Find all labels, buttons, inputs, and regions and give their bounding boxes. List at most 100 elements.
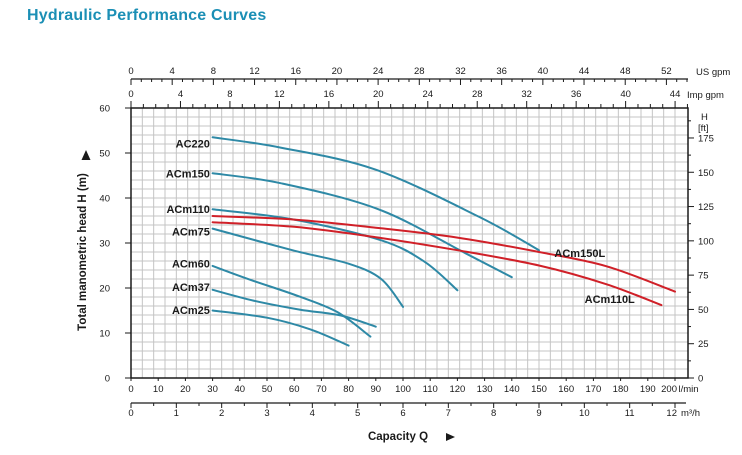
tick-label: 0 (128, 408, 133, 419)
tick-label: 3 (264, 408, 269, 419)
curve-label-ACm110L: ACm110L (585, 294, 635, 306)
curve-ACm75 (211, 227, 404, 308)
tick-label: 12 (249, 66, 260, 77)
tick-label: 40 (620, 89, 631, 100)
tick-label: 52 (661, 66, 672, 77)
tick-label: 40 (235, 384, 246, 395)
tick-label: 20 (332, 66, 343, 77)
tick-label: 50 (698, 305, 709, 316)
tick-label: 44 (579, 66, 590, 77)
tick-label: 4 (170, 66, 175, 77)
tick-label: 24 (373, 66, 384, 77)
tick-label: 160 (558, 384, 574, 395)
tick-label: 125 (698, 202, 714, 213)
tick-label: 100 (395, 384, 411, 395)
curve-ACm150 (211, 172, 513, 279)
tick-label: 0 (105, 374, 110, 385)
curve-label-ACm60: ACm60 (172, 258, 210, 270)
tick-label: 36 (571, 89, 582, 100)
axis-unit-us-gpm: US gpm (696, 67, 730, 78)
tick-label: 50 (262, 384, 273, 395)
tick-label: 8 (211, 66, 216, 77)
tick-label: 130 (477, 384, 493, 395)
y-axis-title: Total manometric head H (m) (77, 173, 89, 331)
curve-AC220 (211, 136, 540, 252)
tick-label: 60 (99, 104, 110, 115)
tick-label: 8 (227, 89, 232, 100)
tick-label: 0 (128, 66, 133, 77)
tick-label: 11 (625, 408, 635, 419)
tick-label: 12 (666, 408, 677, 419)
tick-label: 30 (99, 239, 110, 250)
tick-label: 32 (521, 89, 532, 100)
tick-label: 16 (290, 66, 301, 77)
axis-unit-lmin: l/min (679, 384, 699, 395)
axis-us-gpm: 0 4 8 12 16 20 24 28 32 36 40 44 48 52 US gpm (128, 66, 730, 85)
tick-label: 44 (670, 89, 681, 100)
tick-label: 0 (128, 384, 133, 395)
tick-label: 40 (538, 66, 549, 77)
tick-label: 28 (472, 89, 483, 100)
tick-label: 30 (207, 384, 218, 395)
tick-label: 150 (698, 168, 714, 179)
tick-label: 60 (289, 384, 300, 395)
tick-label: 25 (698, 339, 709, 350)
tick-label: 200 (661, 384, 677, 395)
curve-label-ACm150: ACm150 (166, 169, 210, 181)
tick-label: 10 (153, 384, 164, 395)
tick-label: 100 (698, 236, 714, 247)
tick-label: 16 (324, 89, 335, 100)
y-axis-up-arrow-icon (81, 150, 91, 160)
curve-label-ACm25: ACm25 (172, 305, 210, 317)
tick-label: 175 (698, 133, 714, 144)
axis-unit-imp-gpm: Imp gpm (687, 90, 724, 101)
axis-m3h: 0 1 2 3 4 5 6 7 8 9 10 11 12 m³/h (128, 402, 700, 419)
tick-label: 10 (99, 329, 110, 340)
tick-label: 20 (373, 89, 384, 100)
curve-ACm110 (211, 208, 459, 292)
tick-label: 20 (180, 384, 191, 395)
grid (131, 108, 688, 378)
tick-label: 0 (698, 374, 703, 385)
tick-label: 28 (414, 66, 425, 77)
tick-label: 24 (422, 89, 433, 100)
tick-label: 20 (99, 284, 110, 295)
tick-label: 190 (640, 384, 656, 395)
axis-head-m: 0 10 20 30 40 50 60 Total manometric head H (m) (77, 104, 131, 385)
x-axis-right-arrow-icon (446, 433, 455, 441)
tick-label: 40 (99, 194, 110, 205)
tick-label: 180 (613, 384, 629, 395)
tick-label: 75 (698, 271, 709, 282)
x-axis-title: Capacity Q (368, 431, 428, 443)
tick-label: 10 (579, 408, 590, 419)
tick-label: 6 (400, 408, 405, 419)
axis-head-ft: 0 25 50 75 100 125 150 175 H[ft] (688, 112, 714, 385)
curve-label-ACm37: ACm37 (172, 282, 210, 294)
tick-label: 48 (620, 66, 631, 77)
page-title: Hydraulic Performance Curves (27, 7, 267, 24)
curve-ACm25 (211, 309, 350, 347)
tick-label: 110 (423, 384, 438, 395)
curve-label-AC220: AC220 (176, 139, 210, 151)
tick-label: 2 (219, 408, 224, 419)
tick-label: 1 (174, 408, 179, 419)
tick-label: 12 (274, 89, 285, 100)
tick-label: 4 (310, 408, 315, 419)
tick-label: 0 (128, 89, 133, 100)
curve-ACm150L (211, 215, 676, 293)
tick-label: 8 (491, 408, 496, 419)
tick-label: 7 (446, 408, 451, 419)
tick-label: 4 (178, 89, 183, 100)
curve-ACm37 (211, 288, 377, 328)
tick-label: 140 (504, 384, 520, 395)
tick-label: 170 (585, 384, 601, 395)
axis-imp-gpm: 0 4 8 12 16 20 24 28 32 36 40 44 Imp gpm (128, 89, 724, 108)
curve-label-ACm110: ACm110 (166, 204, 209, 216)
tick-label: 5 (355, 408, 360, 419)
curve-label-ACm150L: ACm150L (554, 248, 605, 260)
tick-label: 36 (496, 66, 507, 77)
tick-label: 32 (455, 66, 466, 77)
tick-label: 70 (316, 384, 327, 395)
